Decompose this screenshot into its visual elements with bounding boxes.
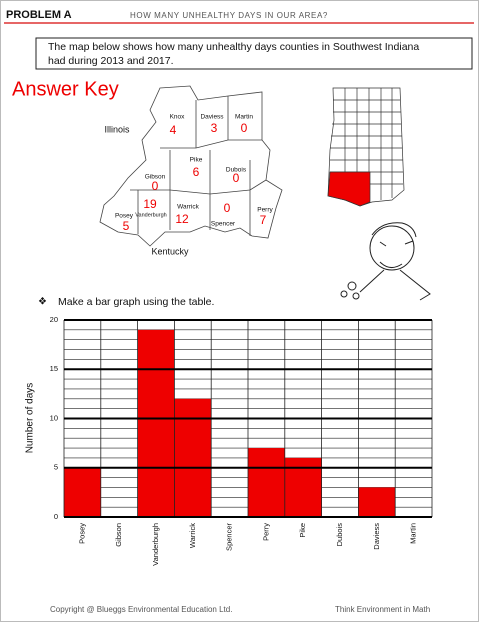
intro-box xyxy=(35,37,473,70)
bar xyxy=(137,329,175,517)
county-days: 4 xyxy=(170,123,177,137)
y-axis-label: Number of days xyxy=(25,383,36,454)
bar xyxy=(358,487,396,517)
county-name: Perry xyxy=(257,207,273,214)
sneezing-kid-illustration xyxy=(340,222,431,301)
footer-right: Think Environment in Math xyxy=(335,605,430,614)
x-tick-label: Warrick xyxy=(188,523,197,548)
county-days: 3 xyxy=(211,121,218,135)
problem-label: PROBLEM A xyxy=(6,9,72,21)
x-tick-label: Vanderburgh xyxy=(151,523,160,566)
county-name: Warrick xyxy=(177,204,200,211)
y-tick-label: 15 xyxy=(50,364,58,373)
x-tick-label: Gibson xyxy=(114,523,123,547)
county-name: Posey xyxy=(115,213,134,220)
county-name: Pike xyxy=(190,157,203,164)
county-days: 0 xyxy=(152,179,159,193)
y-tick-label: 0 xyxy=(54,512,58,521)
intro-line: had during 2013 and 2017. xyxy=(48,55,174,67)
answer-key: Answer Key xyxy=(12,78,119,100)
bullet: ❖ xyxy=(38,297,47,308)
y-tick-label: 10 xyxy=(50,413,58,422)
y-tick-label: 20 xyxy=(50,315,58,324)
county-days: 0 xyxy=(233,171,240,185)
county-name: Spencer xyxy=(211,221,236,228)
county-map xyxy=(99,85,283,247)
y-tick-label: 5 xyxy=(54,463,58,472)
bar xyxy=(64,467,101,517)
highlighted-region xyxy=(327,171,371,207)
intro-line: The map below shows how many unhealthy d… xyxy=(48,41,419,53)
county-name: Vanderburgh xyxy=(135,212,166,218)
state-label: Illinois xyxy=(104,124,130,134)
county-name: Martin xyxy=(235,114,253,121)
county-days: 19 xyxy=(143,197,157,211)
x-tick-label: Dubois xyxy=(335,523,344,547)
county-days: 12 xyxy=(175,212,189,226)
instruction: Make a bar graph using the table. xyxy=(58,296,214,308)
county-days: 5 xyxy=(123,219,130,233)
x-tick-label: Perry xyxy=(261,523,270,541)
county-days: 0 xyxy=(224,201,231,215)
footer-left: Copyright @ Blueggs Environmental Educat… xyxy=(50,605,232,614)
bar xyxy=(248,448,285,517)
x-tick-label: Pike xyxy=(298,523,307,538)
x-tick-label: Martin xyxy=(409,523,418,544)
x-tick-label: Posey xyxy=(77,523,86,544)
x-tick-label: Spencer xyxy=(225,523,234,551)
x-tick-label: Daviess xyxy=(372,523,381,550)
county-name: Dubois xyxy=(226,167,247,174)
county-name: Gibson xyxy=(145,174,166,181)
county-days: 6 xyxy=(193,165,200,179)
bar xyxy=(174,398,212,517)
county-name: Knox xyxy=(170,114,186,121)
county-days: 7 xyxy=(260,213,267,227)
header-title: HOW MANY UNHEALTHY DAYS IN OUR AREA? xyxy=(130,11,328,20)
county-name: Daviess xyxy=(200,114,224,121)
state-label: Kentucky xyxy=(151,246,189,256)
county-days: 0 xyxy=(241,121,248,135)
